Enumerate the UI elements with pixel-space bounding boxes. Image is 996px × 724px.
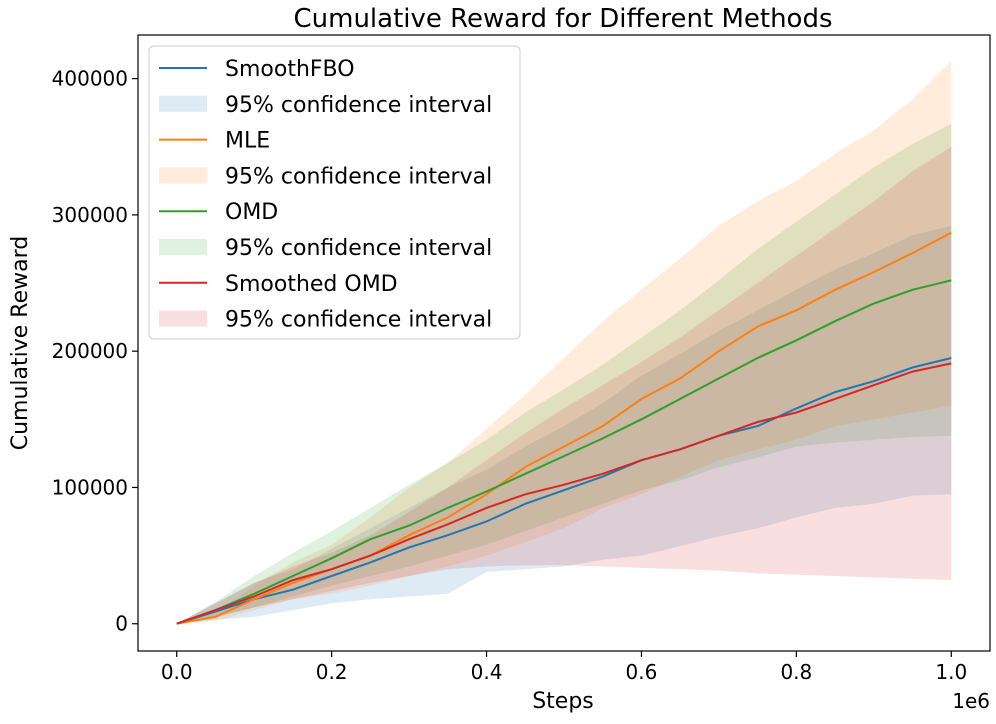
x-tick-label: 1.0 [935, 660, 967, 684]
x-tick-label: 0.4 [471, 660, 503, 684]
legend-smoothfbo-band-swatch [159, 95, 207, 112]
x-axis-label: Steps [532, 689, 594, 714]
legend-mle-band-swatch [159, 167, 207, 184]
legend-mle-label: MLE [225, 129, 270, 154]
omd-line [176, 279, 952, 625]
plot-frame [137, 34, 991, 652]
mle-line [176, 231, 952, 625]
legend-smoothed-omd-ci-label: 95% confidence interval [225, 308, 492, 333]
legend-smoothfbo-label: SmoothFBO [225, 57, 355, 82]
omd-confidence-band [176, 123, 952, 624]
y-axis-ticks: 0 100000 200000 300000 400000 [52, 67, 138, 636]
x-axis-scale-label: 1e6 [952, 689, 990, 713]
y-tick-label: 400000 [52, 67, 128, 91]
x-tick-label: 0.2 [316, 660, 348, 684]
y-tick-label: 300000 [52, 203, 128, 227]
x-tick-label: 0.6 [626, 660, 658, 684]
x-axis-ticks: 0.0 0.2 0.4 0.6 0.8 1.0 [161, 651, 967, 684]
legend-mle-ci-label: 95% confidence interval [225, 164, 492, 189]
confidence-bands [176, 60, 952, 624]
y-tick-label: 0 [115, 612, 128, 636]
series-lines [176, 231, 952, 625]
smoothfbo-line [176, 357, 952, 625]
smoothed-omd-line [176, 362, 952, 625]
legend-smoothfbo-ci-label: 95% confidence interval [225, 93, 492, 118]
legend-smoothed-omd-band-swatch [159, 310, 207, 327]
legend-omd-band-swatch [159, 239, 207, 255]
legend-smoothed-omd-label: Smoothed OMD [225, 272, 398, 297]
y-tick-label: 100000 [52, 475, 128, 499]
smoothed-omd-confidence-band [176, 146, 952, 624]
mle-confidence-band [176, 60, 952, 624]
legend-box [148, 45, 521, 340]
x-tick-label: 0.8 [780, 660, 812, 684]
legend-omd-ci-label: 95% confidence interval [225, 236, 492, 261]
chart-title: Cumulative Reward for Different Methods [293, 4, 832, 34]
legend: SmoothFBO 95% confidence interval MLE 95% c… [148, 45, 521, 340]
smoothfbo-confidence-band [176, 225, 952, 624]
x-tick-label: 0.0 [161, 660, 193, 684]
y-tick-label: 200000 [52, 339, 128, 363]
legend-omd-label: OMD [225, 200, 278, 225]
y-axis-label: Cumulative Reward [8, 236, 33, 451]
